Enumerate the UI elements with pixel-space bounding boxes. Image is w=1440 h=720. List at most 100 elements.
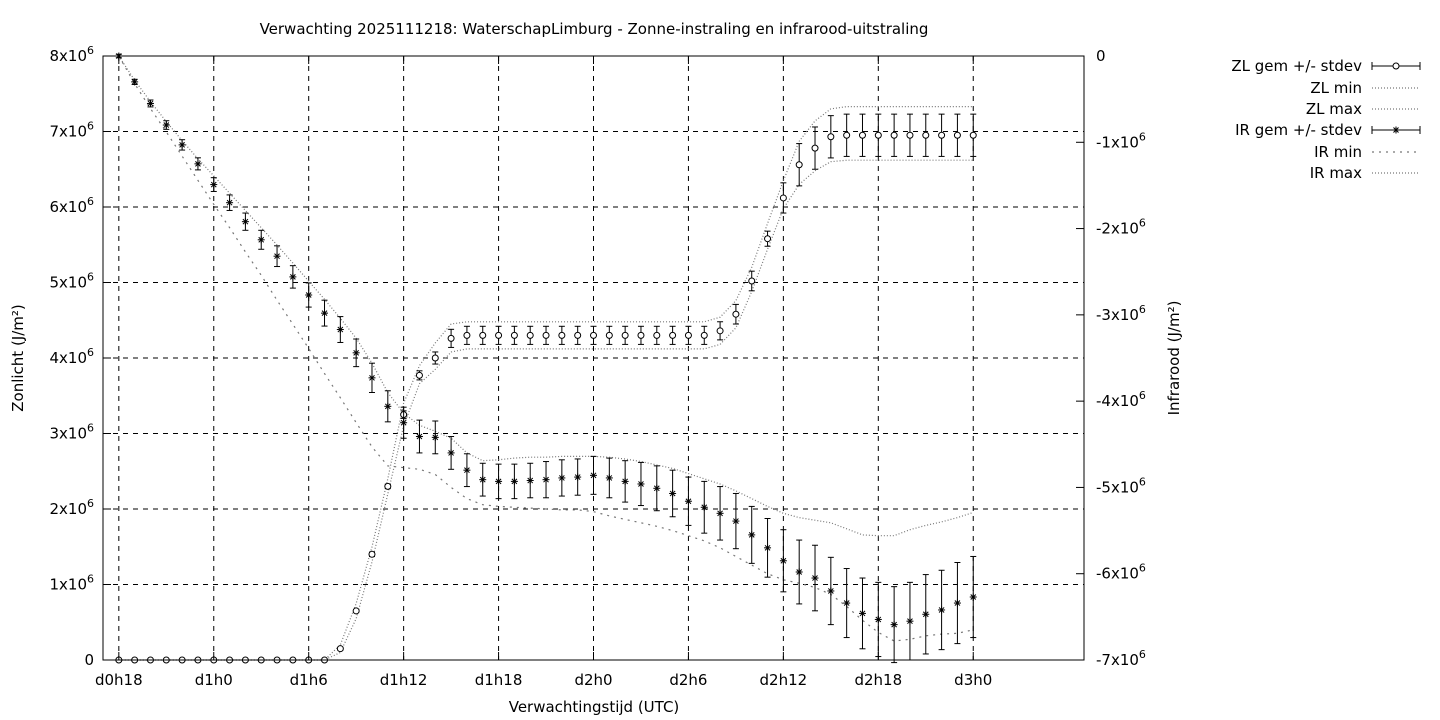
star-stroke — [859, 610, 866, 617]
ir-mean-point — [226, 199, 234, 207]
star-stroke — [843, 600, 850, 606]
star-stroke — [717, 510, 723, 517]
zl-mean-point — [653, 331, 661, 339]
star-stroke — [416, 433, 423, 440]
y2-tick-label-text: -3x10 — [1096, 306, 1139, 324]
star-stroke — [970, 594, 977, 600]
star-stroke — [432, 434, 439, 441]
axes: d0h18 d1h0 d1h6 d1h12 d1h18 d2h0 d2h6 d2h12 d2h1… — [49, 44, 1145, 689]
ir-mean-point — [843, 599, 851, 607]
star-stroke — [195, 160, 201, 167]
ir-mean-point — [574, 473, 582, 481]
y2-tick-label-text: -4x10 — [1096, 392, 1139, 410]
star-stroke — [891, 621, 898, 628]
y2-tick-label-exp: 6 — [1139, 130, 1146, 143]
legend: ZL gem +/- stdev ZL min ZL max IR gem +/- s… — [1231, 57, 1421, 182]
y-tick-label: 3x106 — [49, 422, 94, 443]
star-stroke — [353, 349, 360, 356]
y2-tick-label: -1x106 — [1096, 130, 1146, 151]
star-stroke — [764, 544, 771, 551]
zl-mean-point — [384, 482, 392, 490]
ir-mean-point — [953, 599, 961, 607]
zl-mean-point — [415, 371, 423, 379]
zl-mean-point — [938, 131, 946, 139]
ir-mean-point — [241, 218, 249, 226]
ir-mean-point — [684, 497, 692, 505]
zl-mean-point — [748, 277, 756, 285]
chart-title: Verwachting 2025111218: WaterschapLimbur… — [260, 20, 929, 38]
ir-min-line — [118, 55, 974, 642]
zl-max-line — [118, 105, 974, 661]
y-tick-label: 6x106 — [49, 195, 94, 216]
ir-mean-point — [368, 374, 376, 382]
zl-mean-point — [890, 131, 898, 139]
y-tick-label-exp: 6 — [87, 573, 94, 586]
y2-tick-label-text: 0 — [1096, 47, 1106, 65]
star-stroke — [321, 310, 328, 317]
star-stroke — [685, 498, 692, 505]
x-tick-label: d1h6 — [290, 671, 328, 689]
ir-mean-point — [495, 477, 503, 485]
star-stroke — [495, 478, 502, 485]
y2-tick-label-exp: 6 — [1139, 303, 1146, 316]
ir-mean-point — [415, 433, 423, 441]
series-layer — [115, 52, 977, 664]
star-stroke — [305, 292, 312, 298]
ir-mean-point — [131, 78, 139, 86]
ir-mean-point — [336, 326, 344, 334]
y2-tick-label-exp: 6 — [1139, 475, 1146, 488]
star-stroke — [464, 467, 470, 474]
star-stroke — [701, 504, 708, 511]
zl-mean-point — [716, 327, 724, 335]
star-stroke — [638, 481, 644, 487]
y2-tick-label: -5x106 — [1096, 475, 1146, 496]
ir-mean-point — [352, 349, 360, 357]
zl-mean-point — [495, 331, 503, 339]
zl-mean-point — [431, 354, 439, 362]
zl-min-line — [118, 159, 974, 661]
x-axis-label: Verwachtingstijd (UTC) — [509, 698, 680, 716]
star-stroke — [369, 374, 375, 381]
star-stroke — [179, 142, 185, 148]
y-tick-label: 0 — [84, 651, 94, 669]
ir-mean-point — [289, 273, 297, 281]
star-stroke — [131, 79, 138, 85]
legend-swatch-ir-gem — [1371, 126, 1421, 134]
star-stroke — [511, 478, 518, 485]
ir-mean-point — [653, 484, 661, 492]
y-tick-label: 5x106 — [49, 271, 94, 292]
star-stroke — [210, 181, 217, 188]
star-stroke — [954, 600, 961, 606]
legend-label-ir-gem: IR gem +/- stdev — [1235, 121, 1362, 139]
y2-tick-label-text: -6x10 — [1096, 565, 1139, 583]
star-stroke — [242, 218, 249, 225]
star-stroke — [938, 607, 945, 613]
y-tick-label-exp: 6 — [87, 271, 94, 284]
star-stroke — [558, 475, 565, 481]
zl-mean-point — [811, 144, 819, 152]
ir-mean-point — [938, 606, 946, 614]
zl-mean-point — [669, 331, 677, 339]
y-axis-label: Zonlicht (J/m²) — [9, 304, 27, 412]
star-stroke — [748, 532, 755, 538]
ir-mean-point — [890, 621, 898, 629]
y-tick-label: 7x106 — [49, 120, 94, 141]
legend-marker — [1392, 62, 1400, 70]
y2-tick-label-text: -5x10 — [1096, 478, 1139, 496]
ir-mean-point — [431, 433, 439, 441]
zl-mean-point — [953, 131, 961, 139]
y-tick-label-exp: 6 — [87, 120, 94, 133]
star-stroke — [527, 477, 534, 484]
ir-mean-point — [257, 236, 265, 244]
zl-mean-point — [574, 331, 582, 339]
ir-mean-point — [732, 517, 740, 525]
ir-mean-point — [637, 480, 645, 488]
star-stroke — [733, 518, 739, 524]
star-stroke — [669, 490, 676, 497]
y-tick-label-text: 7x10 — [49, 123, 87, 141]
x-tick-label: d2h6 — [669, 671, 707, 689]
ir-mean-point — [384, 402, 392, 410]
star-stroke — [922, 611, 929, 618]
ir-mean-point — [605, 474, 613, 482]
y-tick-label: 8x106 — [49, 44, 94, 65]
